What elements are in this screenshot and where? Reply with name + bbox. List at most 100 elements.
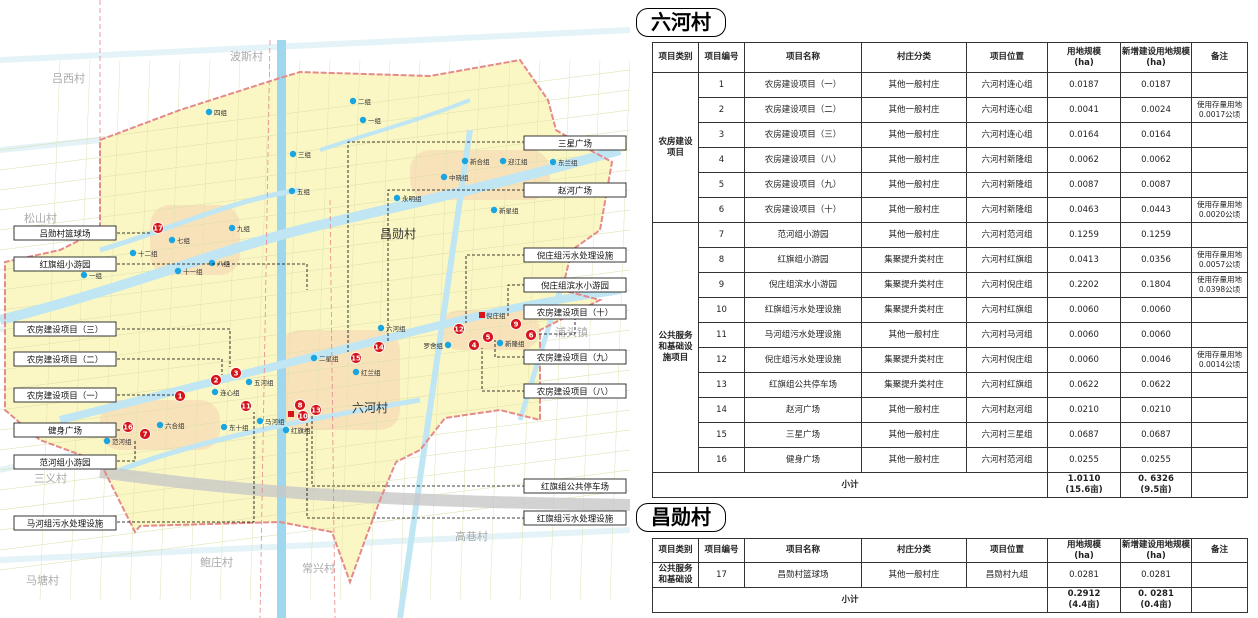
project-number: 10: [698, 297, 745, 323]
column-header: 备注: [1191, 42, 1248, 73]
group-location-icon: [129, 249, 137, 257]
column-header: 新增建设用地规模 (ha): [1120, 538, 1192, 563]
field-line: [339, 59, 361, 601]
callout-leader-line: [387, 189, 525, 341]
project-location: 六河村赵河组: [966, 397, 1048, 423]
remark: [1191, 297, 1248, 323]
remark: [1191, 147, 1248, 173]
group-location-icon: [289, 150, 297, 158]
project-location: 六河村红旗组: [966, 247, 1048, 273]
land-area: 0.0687: [1047, 422, 1121, 448]
group-label: 马河组: [265, 417, 285, 426]
land-area: 0.0087: [1047, 172, 1121, 198]
table-row: 15 三星广场 其他一般村庄 六河村三星组 0.0687 0.0687: [653, 422, 1248, 448]
land-area: 0.0041: [1047, 97, 1121, 123]
village-type: 集聚提升类村庄: [861, 347, 967, 373]
group-label: 五河组: [254, 378, 274, 387]
table-row: 13 红旗组公共停车场 集聚提升类村庄 六河村红旗组 0.0622 0.0622: [653, 372, 1248, 398]
callout-box: [13, 225, 117, 241]
project-marker-number: 10: [298, 413, 308, 421]
village-type: 集聚提升类村庄: [861, 272, 967, 298]
column-header: 项目类别: [652, 42, 699, 73]
land-area: 0.0281: [1047, 562, 1121, 588]
project-number: 11: [698, 322, 745, 348]
land-area: 0.0062: [1047, 147, 1121, 173]
project-marker-icon: [294, 399, 306, 411]
project-category-cell: 农房建设项目: [652, 72, 699, 223]
remark: [1191, 172, 1248, 198]
project-marker-number: 1: [178, 393, 183, 401]
project-location: 六河村连心组: [966, 122, 1048, 148]
land-area: 0.0060: [1047, 347, 1121, 373]
river-outside: [0, 27, 630, 63]
river: [319, 98, 471, 152]
callout-label: 吕勋村篮球场: [39, 229, 90, 240]
project-number: 8: [698, 247, 745, 273]
remark: 使用存量用地 0.0057公顷: [1191, 247, 1248, 273]
callout-label: 农房建设项目（十）: [537, 308, 614, 319]
river: [119, 397, 421, 473]
remark: [1191, 72, 1248, 98]
callout-label: 范河组小游园: [39, 458, 90, 469]
table-row: 4 农房建设项目（八） 其他一般村庄 六河村新隆组 0.0062 0.0062: [653, 147, 1248, 173]
project-marker-number: 9: [514, 321, 519, 329]
table-row: 农房建设项目 1 农房建设项目（一） 其他一般村庄 六河村连心组 0.0187 0.0187: [652, 72, 1248, 223]
callout-leader-line: [306, 422, 525, 519]
project-name: 红旗组小游园: [744, 247, 862, 273]
group-location-icon: [103, 437, 111, 445]
group-label: 新合组: [470, 157, 490, 166]
group-location-icon: [211, 388, 219, 396]
group-location-icon: [352, 368, 360, 376]
project-number: 6: [698, 197, 745, 223]
callout-label: 农房建设项目（九）: [537, 353, 614, 364]
group-location-icon: [245, 378, 253, 386]
village-type: 其他一般村庄: [861, 172, 967, 198]
project-marker-number: 4: [472, 342, 477, 350]
new-land-area: 0.0687: [1120, 422, 1192, 448]
group-location-icon: [490, 206, 498, 214]
group-label: 迎江组: [508, 157, 528, 166]
field-line: [0, 309, 630, 391]
remark: 使用存量用地 0.0020公顷: [1191, 197, 1248, 223]
callout-label: 农房建设项目（三）: [27, 325, 104, 336]
project-number: 12: [698, 347, 745, 373]
callout-leader-line: [507, 284, 525, 318]
new-land-area: 0.1804: [1120, 272, 1192, 298]
village-name-label: 常兴村: [302, 561, 335, 575]
group-label: 红旗组: [291, 426, 311, 435]
project-name: 昌勋村篮球场: [744, 562, 862, 588]
group-location-icon: [549, 158, 557, 166]
village-type: 集聚提升类村庄: [861, 372, 967, 398]
remark: [1191, 222, 1248, 248]
village-type: 其他一般村庄: [861, 322, 967, 348]
column-header: 项目编号: [698, 538, 745, 563]
subtotal-area: 0.2912 (4.4亩): [1047, 587, 1121, 613]
village-name-label: 松山村: [24, 211, 57, 225]
project-name: 健身广场: [744, 447, 862, 473]
river: [0, 145, 622, 325]
table-row: 公共服务和基础设 17 昌勋村篮球场 其他一般村庄 昌勋村九组 0.0281 0.0281: [652, 562, 1248, 588]
project-marker-number: 12: [454, 326, 464, 334]
land-area: 0.1259: [1047, 222, 1121, 248]
header-row: 项目类别 项目编号 项目名称 村庄分类 项目位置 用地规模 (ha) 新增建设用地规模 (h…: [652, 538, 1248, 563]
table-row: 公共服务和基础设施项目 7 范河组小游园 其他一般村庄 六河村范河组 0.1259 0.12…: [652, 222, 1248, 473]
callout-box: [523, 182, 627, 198]
project-name: 倪庄组污水处理设施: [744, 347, 862, 373]
group-location-icon: [228, 224, 236, 232]
callout-box: [523, 349, 627, 365]
project-marker-number: 15: [351, 355, 361, 363]
callout-box: [523, 277, 627, 293]
callout-label: 红旗组小游园: [39, 260, 90, 271]
village-name-label: 吕西村: [52, 71, 85, 85]
callout-box: [13, 387, 117, 403]
callout-box: [13, 321, 117, 337]
subtotal-label: 小计: [652, 472, 1048, 498]
callout-leader-line: [117, 263, 308, 290]
project-name: 倪庄组滨水小游园: [744, 272, 862, 298]
project-marker-number: 11: [241, 403, 251, 411]
callout-leader-line: [117, 358, 223, 375]
callout-leader-line: [311, 416, 525, 487]
project-number: 2: [698, 97, 745, 123]
project-category-cell: 公共服务和基础设施项目: [652, 222, 699, 473]
project-location: 六河村红旗组: [966, 297, 1048, 323]
